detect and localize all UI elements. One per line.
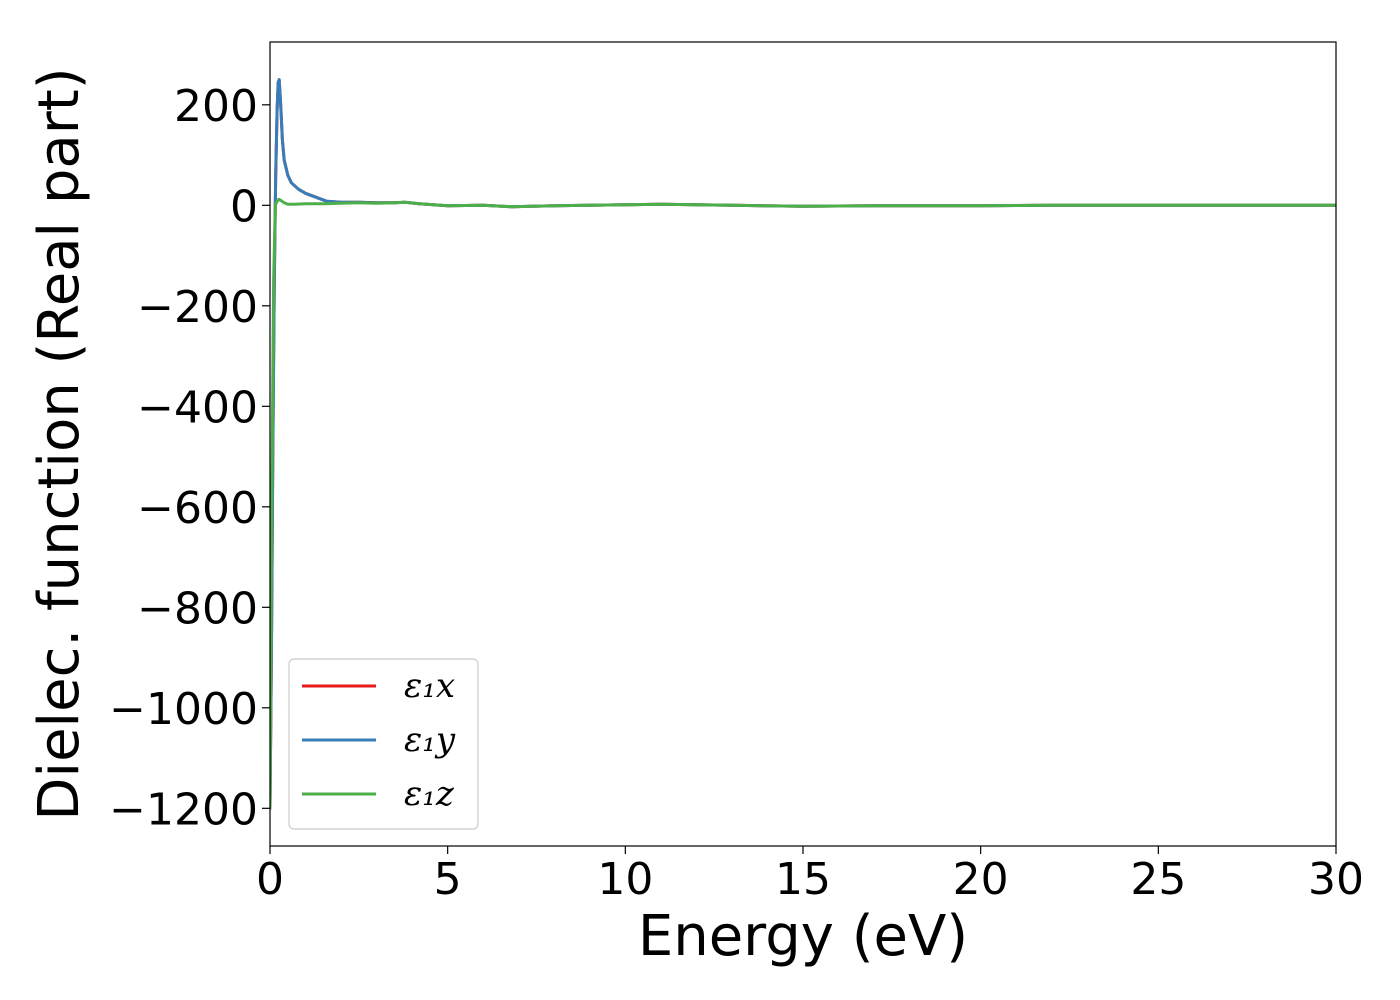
x-axis-title: Energy (eV) — [638, 904, 968, 969]
legend-label-3: ε₁z — [404, 774, 455, 814]
y-tick-label: −600 — [137, 483, 258, 534]
y-tick-label: −800 — [137, 583, 258, 634]
y-tick-label: −1000 — [109, 684, 258, 735]
y-tick-label: 0 — [230, 181, 258, 232]
legend-label-1: ε₁x — [404, 666, 455, 706]
y-axis: 200 0 −200 −400 −600 −800 −1000 −1200 — [109, 81, 270, 835]
y-axis-title: Dielec. function (Real part) — [27, 67, 92, 820]
x-axis: 0 5 10 15 20 25 30 — [256, 846, 1364, 905]
legend-label-2: ε₁y — [404, 720, 456, 760]
y-tick-label: 200 — [174, 81, 258, 132]
series-layer — [270, 78, 1336, 810]
y-tick-label: −200 — [137, 282, 258, 333]
x-tick-label: 0 — [256, 854, 284, 905]
x-tick-label: 25 — [1130, 854, 1186, 905]
y-tick-label: −400 — [137, 382, 258, 433]
x-tick-label: 10 — [597, 854, 653, 905]
x-tick-label: 30 — [1308, 854, 1364, 905]
series-line-3 — [270, 197, 1336, 810]
legend: ε₁x ε₁y ε₁z — [288, 658, 479, 830]
legend-box — [288, 658, 479, 830]
x-tick-label: 15 — [775, 854, 831, 905]
x-tick-label: 20 — [953, 854, 1009, 905]
y-tick-label: −1200 — [109, 784, 258, 835]
x-tick-label: 5 — [434, 854, 462, 905]
